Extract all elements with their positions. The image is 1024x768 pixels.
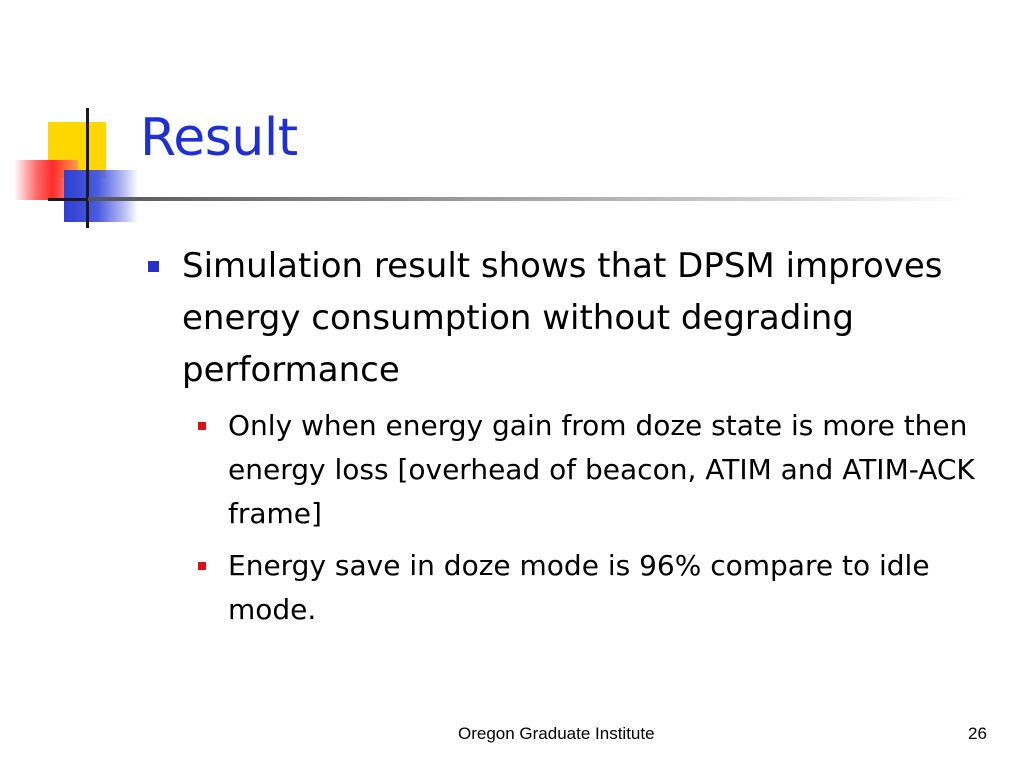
square-bullet-icon [148, 261, 159, 272]
square-bullet-icon [198, 422, 206, 430]
sub-bullet-text: Energy save in doze mode is 96% compare … [228, 549, 930, 626]
bullet-item: Simulation result shows that DPSM improv… [140, 240, 1000, 396]
blue-square-decoration [64, 170, 138, 222]
footer-organization: Oregon Graduate Institute [458, 724, 655, 743]
slide-title: Result [140, 108, 298, 168]
bullet-text: Simulation result shows that DPSM improv… [182, 246, 943, 390]
vertical-line-decoration [86, 108, 89, 228]
sub-bullet-item: Only when energy gain from doze state is… [186, 404, 1000, 536]
corner-decoration [0, 0, 160, 240]
horizontal-line-decoration [48, 198, 88, 201]
sub-bullet-item: Energy save in doze mode is 96% compare … [186, 544, 1000, 632]
square-bullet-icon [198, 562, 206, 570]
sub-bullet-text: Only when energy gain from doze state is… [228, 409, 975, 530]
slide-body: Simulation result shows that DPSM improv… [140, 240, 1000, 632]
page-number: 26 [968, 724, 987, 743]
title-underline [88, 197, 968, 201]
